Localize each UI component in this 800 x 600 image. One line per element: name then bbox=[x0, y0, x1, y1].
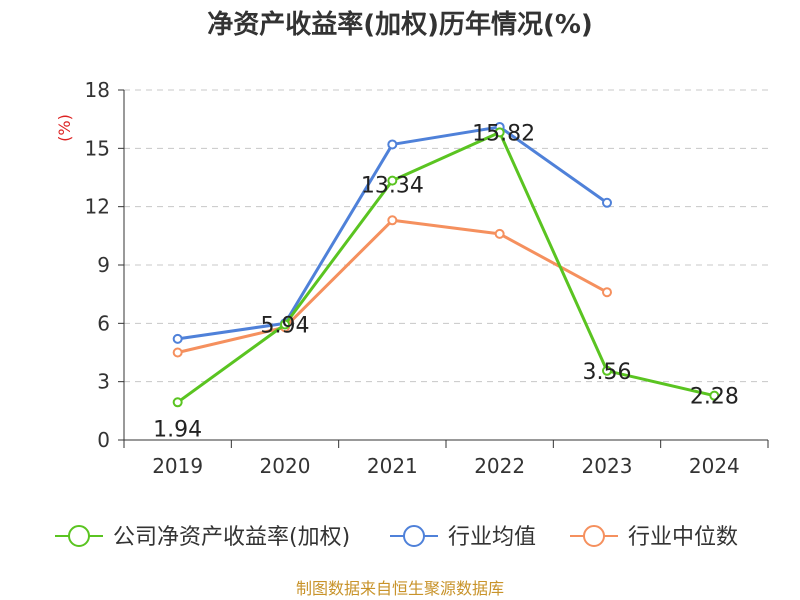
y-tick-label: 6 bbox=[97, 311, 110, 335]
y-axis-unit-label: (%) bbox=[55, 114, 74, 142]
data-point bbox=[494, 127, 505, 138]
x-tick-label: 2021 bbox=[367, 454, 418, 478]
data-label: 2.28 bbox=[690, 385, 739, 410]
data-point bbox=[602, 287, 612, 298]
data-label: 1.94 bbox=[153, 417, 202, 442]
legend-label: 行业中位数 bbox=[628, 525, 738, 550]
y-tick-label: 3 bbox=[97, 370, 110, 394]
data-point bbox=[387, 139, 398, 150]
data-label: 15.82 bbox=[472, 121, 535, 146]
x-tick-label: 2019 bbox=[152, 454, 203, 478]
series-line-2 bbox=[177, 218, 608, 354]
x-tick-label: 2024 bbox=[689, 454, 740, 478]
data-point bbox=[280, 319, 290, 330]
y-tick-label: 0 bbox=[97, 428, 110, 452]
legend-swatch-marker bbox=[403, 525, 425, 547]
x-tick-label: 2023 bbox=[582, 454, 633, 478]
series-line-0 bbox=[176, 130, 715, 404]
data-point bbox=[172, 333, 183, 344]
legend-swatch-marker bbox=[68, 525, 90, 547]
x-tick-label: 2022 bbox=[474, 454, 525, 478]
data-source-note: 制图数据来自恒生聚源数据库 bbox=[295, 579, 504, 598]
data-point bbox=[387, 175, 398, 186]
y-tick-label: 12 bbox=[85, 195, 110, 219]
data-point bbox=[387, 215, 398, 226]
data-point bbox=[602, 197, 612, 208]
data-point bbox=[494, 228, 505, 239]
data-label: 5.94 bbox=[261, 314, 310, 339]
data-label: 13.34 bbox=[361, 174, 424, 199]
data-point bbox=[172, 397, 183, 408]
series-line-1 bbox=[177, 125, 608, 341]
legend-label: 行业均值 bbox=[448, 525, 536, 550]
y-tick-label: 9 bbox=[97, 253, 110, 277]
legend-label: 公司净资产收益率(加权) bbox=[113, 525, 350, 550]
legend-swatch-marker bbox=[583, 525, 605, 547]
data-point bbox=[172, 347, 183, 358]
y-tick-label: 15 bbox=[85, 136, 110, 160]
data-label: 3.56 bbox=[583, 360, 632, 385]
y-tick-label: 18 bbox=[85, 78, 110, 102]
data-point bbox=[602, 365, 612, 376]
x-tick-label: 2020 bbox=[260, 454, 311, 478]
data-point bbox=[709, 390, 720, 401]
chart-title: 净资产收益率(加权)历年情况(%) bbox=[207, 10, 593, 40]
